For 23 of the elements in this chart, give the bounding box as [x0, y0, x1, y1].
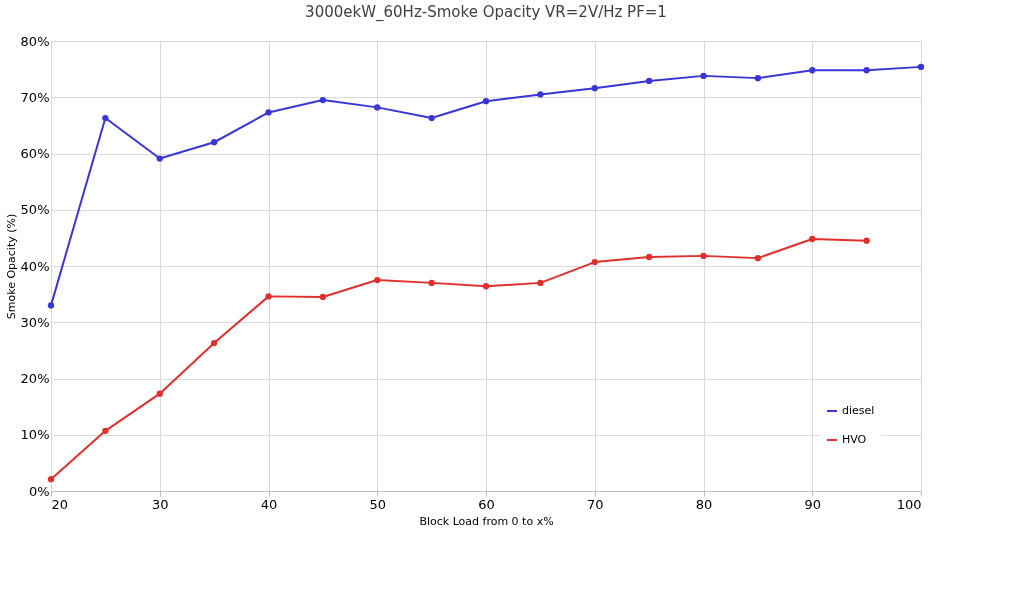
- y-tick-label: 40%: [20, 258, 50, 274]
- x-tick-label: 50: [369, 496, 387, 512]
- x-tick-label: 30: [151, 496, 169, 512]
- chart-title: 3000ekW_60Hz-Smoke Opacity VR=2V/Hz PF=1: [305, 3, 667, 22]
- y-tick-label: 70%: [20, 89, 50, 105]
- y-tick-label: 20%: [20, 371, 50, 386]
- x-tick-label: 100: [896, 496, 922, 512]
- x-tick-label: 40: [260, 496, 278, 512]
- y-tick-label: 80%: [20, 33, 50, 49]
- legend-label: HVO: [842, 433, 867, 446]
- y-tick-label: 30%: [20, 314, 50, 330]
- x-tick-label: 70: [586, 496, 604, 512]
- y-tick-label: 60%: [20, 146, 50, 161]
- x-tick-label: 90: [804, 496, 822, 512]
- x-tick-label: 20: [51, 496, 69, 512]
- y-tick-label: 0%: [28, 483, 50, 499]
- y-tick-label: 50%: [20, 202, 50, 218]
- x-tick-label: 80: [695, 496, 713, 512]
- legend-label: diesel: [842, 404, 875, 417]
- y-axis-title: Smoke Opacity (%): [4, 213, 18, 320]
- x-tick-label: 60: [478, 496, 495, 512]
- x-axis-title: Block Load from 0 to x%: [419, 514, 554, 528]
- y-tick-label: 10%: [20, 427, 50, 443]
